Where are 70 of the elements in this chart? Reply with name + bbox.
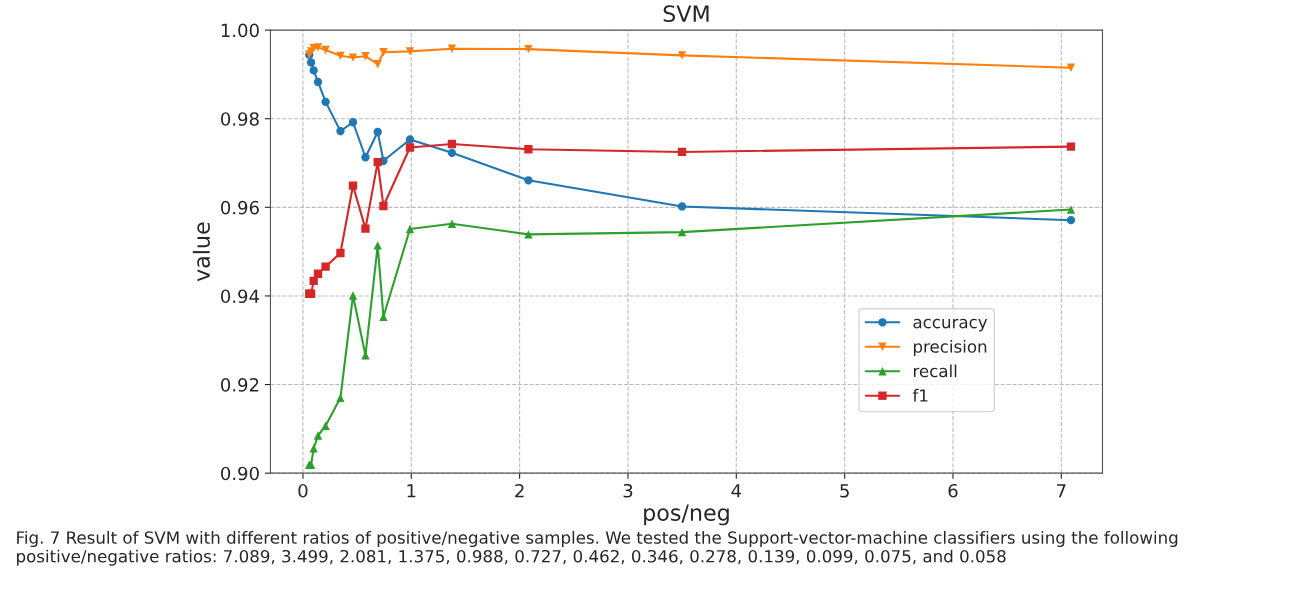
point [336, 51, 345, 60]
point [348, 181, 358, 190]
point [373, 127, 382, 137]
point [447, 219, 457, 228]
point [373, 157, 382, 167]
point [524, 145, 533, 154]
point [677, 202, 687, 211]
y-tick-label: 0.96 [221, 200, 259, 215]
y-tick-label: 0.90 [221, 466, 259, 481]
point [306, 58, 316, 67]
point [309, 66, 318, 75]
point [321, 421, 330, 430]
point [677, 51, 687, 60]
y-tick-label: 0.92 [221, 378, 259, 392]
y-tick-label: 0.94 [221, 289, 260, 304]
point [348, 53, 358, 62]
chart-title: SVM [663, 5, 709, 23]
point [321, 97, 330, 107]
point [379, 201, 388, 211]
point [313, 77, 323, 87]
point [309, 444, 318, 453]
point [321, 262, 330, 271]
point [348, 118, 358, 127]
point [405, 135, 415, 144]
point [313, 43, 323, 52]
point [379, 48, 388, 57]
legend-label: precision [913, 339, 987, 357]
point [677, 147, 687, 157]
point [321, 45, 330, 55]
y-tick-label: 0.98 [221, 112, 259, 126]
x-tick-label: 4 [731, 484, 742, 498]
point [313, 431, 323, 440]
x-tick-label: 2 [515, 483, 524, 498]
caption: Fig. 7 Result of SVM with different ratios of positive/negative samples. We tested the Support-vector-machine classifiers using the following positive/negative ratios: 7.089, 3.499, 2.081, 1.375, 0.988, 0.727, 0.462, 0.346, 0.278, 0.139, 0.099, 0.075, and 0.058 [17, 530, 1178, 566]
point [361, 52, 370, 61]
point [313, 269, 323, 278]
point [336, 248, 345, 258]
legend-label: recall [913, 364, 957, 378]
x-tick-label: 7 [1057, 484, 1066, 498]
point [524, 176, 533, 185]
point [1066, 142, 1076, 151]
x-tick-label: 1 [407, 484, 416, 498]
point [405, 224, 415, 234]
point [524, 230, 533, 239]
point [447, 139, 457, 149]
point [348, 291, 358, 300]
point [677, 227, 687, 237]
point [336, 393, 345, 403]
point [373, 60, 382, 69]
legend-label: f1 [912, 388, 928, 402]
x-axis-title: pos/neg [644, 504, 729, 526]
y-axis-title: value [192, 222, 210, 282]
point [447, 148, 457, 157]
point [524, 44, 533, 54]
point [361, 153, 370, 162]
point [405, 143, 415, 152]
y-tick-label: 1.00 [221, 23, 259, 38]
x-tick-label: 6 [948, 483, 958, 498]
point [1066, 205, 1076, 214]
legend-label: accuracy [913, 318, 988, 332]
point [405, 47, 415, 56]
x-tick-label: 5 [840, 484, 849, 498]
point [1066, 63, 1076, 72]
point [336, 126, 345, 136]
x-tick-label: 3 [623, 483, 633, 498]
point [361, 224, 370, 233]
point [447, 44, 457, 53]
x-tick-label: 0 [298, 483, 308, 498]
point [373, 241, 382, 250]
point [1066, 216, 1076, 225]
